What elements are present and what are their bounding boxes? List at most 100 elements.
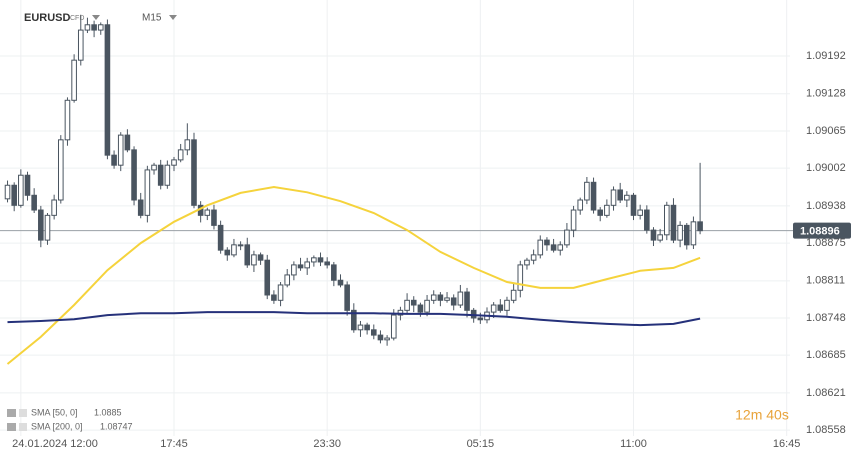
candle-body [51, 199, 57, 216]
candle-body [18, 174, 24, 206]
candle-body [437, 294, 444, 301]
candle-body [164, 164, 171, 186]
legend-icon [7, 409, 16, 417]
candle-body [144, 169, 151, 216]
symbol: EURUSD [24, 12, 71, 24]
candle-body [544, 239, 550, 246]
candle-body [231, 244, 237, 256]
candle-body [31, 194, 37, 211]
candle-body [224, 249, 231, 256]
candle-body [317, 257, 324, 263]
candle-body [77, 29, 84, 61]
candle-body [377, 334, 384, 341]
candle-body [304, 261, 310, 269]
candle-body [131, 149, 137, 201]
y-tick-label: 1.09128 [806, 88, 846, 100]
candle-body [683, 224, 690, 246]
y-tick-label: 1.08938 [806, 200, 846, 212]
candle-body [84, 24, 91, 31]
legend-value: 1.0885 [94, 407, 122, 417]
candle-body [617, 189, 623, 201]
candle-body [677, 224, 683, 241]
candle-body [584, 181, 590, 201]
candle-body [664, 204, 670, 236]
candle-body [397, 309, 404, 316]
candle-body [64, 99, 71, 141]
timeframe-dropdown[interactable] [169, 15, 177, 20]
candle-body [111, 154, 117, 166]
candle-body [630, 194, 637, 216]
candle-body [530, 254, 537, 261]
x-tick-label: 17:45 [160, 438, 188, 450]
candle-body [610, 189, 617, 206]
y-tick-label: 1.08811 [806, 275, 845, 287]
candle-body [690, 221, 697, 246]
candle-body [237, 244, 244, 247]
candle-body [517, 264, 524, 291]
candle-body [344, 284, 350, 311]
candle-body [324, 261, 330, 266]
last-price-label: 1.08896 [800, 226, 840, 238]
candle-body [570, 209, 577, 231]
candle-body [44, 214, 51, 241]
candle-body [444, 297, 450, 301]
candle-body [590, 181, 597, 211]
candle-body [670, 204, 677, 241]
instrument-type: CFD [70, 15, 84, 22]
candle-body [504, 299, 510, 311]
candle-body [271, 294, 277, 301]
candle-body [464, 291, 470, 311]
candle-body [497, 304, 504, 311]
candle-body [457, 291, 464, 306]
candle-body [57, 139, 64, 201]
candle-body [24, 174, 31, 196]
candle-body [38, 209, 44, 241]
candle-body [430, 294, 437, 301]
candle-body [644, 209, 650, 231]
y-tick-label: 1.09002 [806, 162, 846, 174]
candle-body [417, 304, 424, 313]
legend-swatch [19, 409, 27, 417]
candle-body [564, 229, 570, 246]
candle-body [364, 324, 370, 331]
candle-body [284, 274, 291, 286]
x-tick-label: 24.01.2024 12:00 [12, 438, 98, 450]
candle-body [104, 24, 111, 156]
candle-body [477, 317, 484, 321]
candle-body [384, 337, 390, 341]
candle-body [137, 199, 144, 216]
y-tick-label: 1.08558 [806, 424, 846, 436]
candle-body [277, 284, 284, 301]
candle-body [91, 24, 97, 31]
candle-body [351, 309, 357, 331]
candle-body [184, 139, 191, 151]
candle-body [71, 59, 77, 101]
x-tick-label: 16:45 [773, 438, 801, 450]
candle-body [217, 224, 224, 251]
candle-body [297, 264, 304, 269]
candle-body [604, 204, 610, 216]
candle-body [331, 264, 337, 281]
candle-body [657, 234, 663, 241]
candle-body [510, 289, 517, 301]
y-tick-label: 1.09192 [806, 50, 846, 62]
timeframe[interactable]: M15 [142, 13, 162, 24]
candle-body [11, 184, 17, 206]
candle-body [550, 244, 557, 251]
candle-body [257, 254, 264, 261]
y-tick-label: 1.08621 [806, 387, 846, 399]
candle-body [524, 259, 530, 266]
symbol-dropdown[interactable] [92, 15, 100, 20]
candle-body [370, 329, 377, 336]
candle-body [537, 239, 544, 256]
candle-body [251, 254, 257, 266]
candle-body [157, 164, 164, 186]
sma-line [7, 311, 701, 327]
candle-body [97, 24, 104, 31]
candle-body [311, 257, 317, 263]
x-tick-label: 11:00 [620, 438, 647, 450]
candle-body [211, 209, 217, 226]
legend-name: SMA [200, 0] [31, 421, 83, 431]
last-price-box [793, 222, 851, 239]
candle-body [697, 221, 703, 232]
